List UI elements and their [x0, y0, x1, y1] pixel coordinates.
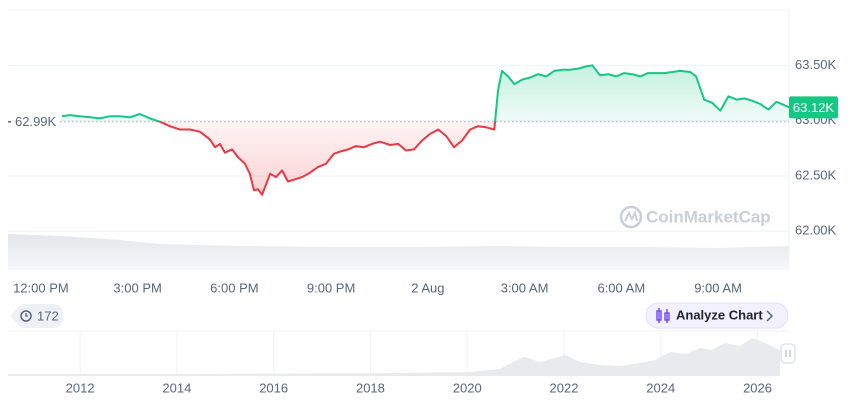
overview-year-label: 2026: [743, 380, 772, 395]
baseline-label: 62.99K: [15, 114, 57, 129]
overview-year-label: 2012: [66, 380, 95, 395]
overview-handle[interactable]: [780, 343, 796, 364]
x-tick-label: 3:00 PM: [113, 280, 161, 295]
x-tick-label: 9:00 AM: [694, 280, 742, 295]
x-tick-label: 3:00 AM: [501, 280, 549, 295]
y-tick-label: 62.50K: [795, 167, 837, 182]
history-count: 172: [37, 308, 59, 323]
analyze-chart-button[interactable]: Analyze Chart: [645, 302, 789, 329]
overview-year-label: 2024: [646, 380, 675, 395]
x-tick-label: 6:00 AM: [597, 280, 645, 295]
y-tick-label: 63.50K: [795, 57, 837, 72]
x-tick-label: 6:00 PM: [210, 280, 258, 295]
history-button[interactable]: 172: [10, 304, 63, 328]
volume-band: [8, 234, 789, 270]
overview-year-label: 2016: [259, 380, 288, 395]
analyze-label: Analyze Chart: [676, 307, 763, 322]
current-price-label: 63.12K: [793, 100, 835, 115]
watermark-text: CoinMarketCap: [646, 207, 771, 226]
watermark: CoinMarketCap: [619, 205, 771, 229]
x-tick-label: 12:00 PM: [13, 280, 69, 295]
overview-year-label: 2020: [453, 380, 482, 395]
x-tick-label: 2 Aug: [411, 280, 444, 295]
x-tick-label: 9:00 PM: [307, 280, 355, 295]
price-line: [61, 64, 790, 196]
baseline-label-bg: [8, 112, 60, 131]
current-price-tag: [789, 96, 838, 119]
overview-year-label: 2018: [356, 380, 385, 395]
overview-year-label: 2014: [162, 380, 191, 395]
overview-year-label: 2022: [550, 380, 579, 395]
price-area: [61, 65, 790, 195]
y-tick-label: 62.00K: [795, 223, 837, 238]
overview-area: [8, 338, 780, 376]
